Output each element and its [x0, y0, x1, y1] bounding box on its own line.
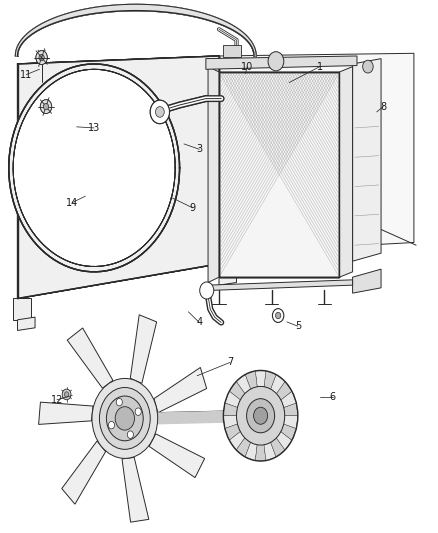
Circle shape: [150, 100, 170, 124]
Polygon shape: [353, 59, 381, 261]
Text: 4: 4: [196, 318, 202, 327]
Circle shape: [363, 60, 373, 73]
Circle shape: [62, 389, 71, 400]
Polygon shape: [255, 445, 266, 461]
Text: 10: 10: [241, 62, 254, 71]
Circle shape: [155, 106, 165, 118]
Polygon shape: [264, 442, 276, 461]
Polygon shape: [9, 64, 180, 272]
Text: 3: 3: [196, 144, 202, 154]
Polygon shape: [18, 56, 219, 298]
Polygon shape: [208, 67, 219, 282]
Circle shape: [254, 407, 268, 424]
Polygon shape: [264, 371, 276, 389]
Polygon shape: [15, 4, 256, 56]
Circle shape: [268, 52, 284, 71]
Circle shape: [155, 107, 164, 117]
Polygon shape: [276, 432, 292, 450]
Polygon shape: [18, 317, 35, 330]
Circle shape: [40, 100, 52, 114]
Polygon shape: [255, 371, 266, 387]
Text: 12: 12: [51, 395, 63, 405]
Text: 1: 1: [317, 62, 323, 71]
Polygon shape: [9, 64, 180, 272]
Circle shape: [36, 51, 47, 64]
Polygon shape: [353, 269, 381, 293]
Polygon shape: [225, 391, 240, 408]
Text: 5: 5: [295, 321, 301, 331]
Circle shape: [39, 54, 44, 61]
Text: 9: 9: [190, 203, 196, 213]
Polygon shape: [284, 416, 298, 429]
Polygon shape: [229, 382, 245, 400]
Text: 7: 7: [227, 358, 233, 367]
Polygon shape: [245, 442, 257, 461]
Polygon shape: [271, 438, 285, 457]
Text: 14: 14: [66, 198, 78, 207]
FancyBboxPatch shape: [223, 45, 241, 57]
Polygon shape: [271, 375, 285, 393]
Circle shape: [64, 392, 69, 397]
Circle shape: [40, 100, 52, 114]
Polygon shape: [149, 434, 205, 478]
Circle shape: [43, 103, 49, 110]
Polygon shape: [13, 69, 175, 266]
Polygon shape: [276, 382, 292, 400]
Polygon shape: [13, 69, 175, 266]
Circle shape: [99, 387, 150, 449]
Polygon shape: [223, 416, 237, 429]
Text: 13: 13: [88, 123, 100, 133]
Circle shape: [276, 312, 281, 319]
Polygon shape: [281, 424, 297, 440]
Polygon shape: [208, 280, 353, 290]
Polygon shape: [236, 375, 251, 393]
Polygon shape: [284, 403, 298, 416]
Circle shape: [237, 386, 285, 445]
Polygon shape: [122, 457, 149, 522]
Polygon shape: [13, 298, 31, 320]
Circle shape: [247, 399, 275, 433]
Circle shape: [115, 407, 134, 430]
Polygon shape: [9, 64, 180, 272]
Polygon shape: [219, 261, 237, 285]
Text: 8: 8: [380, 102, 386, 111]
Circle shape: [127, 431, 134, 438]
Text: 6: 6: [330, 392, 336, 402]
Polygon shape: [225, 424, 240, 440]
Circle shape: [36, 51, 47, 64]
Polygon shape: [219, 72, 339, 277]
Circle shape: [272, 309, 284, 322]
Polygon shape: [281, 391, 297, 408]
Polygon shape: [13, 69, 175, 266]
Polygon shape: [206, 56, 357, 69]
Circle shape: [200, 282, 214, 299]
Circle shape: [92, 378, 158, 458]
Polygon shape: [223, 403, 237, 416]
Circle shape: [135, 408, 141, 415]
Circle shape: [109, 422, 115, 429]
Polygon shape: [339, 67, 353, 277]
Circle shape: [43, 103, 49, 110]
Circle shape: [116, 399, 122, 406]
Polygon shape: [39, 402, 93, 424]
Polygon shape: [67, 328, 113, 388]
Text: 11: 11: [20, 70, 32, 79]
Polygon shape: [18, 53, 414, 264]
Polygon shape: [15, 4, 256, 56]
Polygon shape: [236, 438, 251, 457]
Polygon shape: [229, 432, 245, 450]
Circle shape: [150, 100, 170, 124]
Polygon shape: [18, 56, 219, 298]
Polygon shape: [245, 371, 257, 389]
Polygon shape: [130, 315, 157, 383]
Circle shape: [39, 54, 45, 61]
Circle shape: [106, 396, 143, 441]
Polygon shape: [62, 441, 106, 504]
Polygon shape: [219, 72, 339, 277]
Polygon shape: [154, 367, 207, 413]
